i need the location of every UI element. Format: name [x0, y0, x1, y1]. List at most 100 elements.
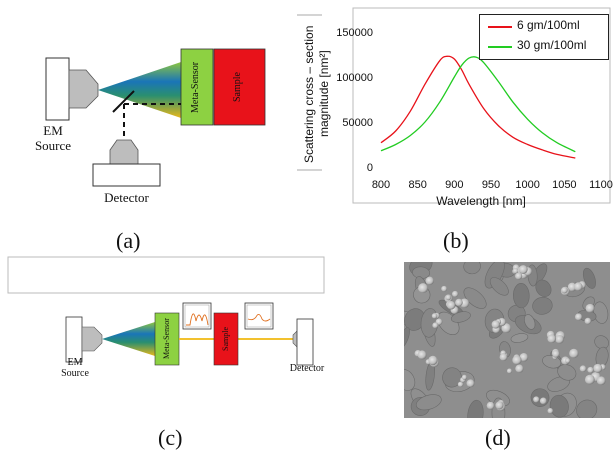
flat-cell: [557, 364, 577, 381]
round-cell: [452, 290, 459, 298]
meta-sensor-block-c: [154, 312, 180, 366]
flat-cell: [524, 314, 536, 330]
detector-head: [109, 139, 139, 165]
flat-cell: [450, 311, 471, 323]
round-cell: [579, 365, 587, 372]
em-source-label-c: EM Source: [61, 357, 89, 379]
round-cell: [417, 350, 427, 360]
round-cell: [584, 374, 595, 385]
round-cell: [441, 285, 448, 292]
panel-c-diagram: [7, 256, 325, 366]
meta-sensor-label-c: Meta-Sensor: [162, 318, 171, 360]
x-tick-label: 900: [445, 179, 463, 191]
round-cell: [519, 353, 529, 362]
x-tick-label: 800: [372, 179, 390, 191]
x-axis-label: Wavelength [nm]: [436, 194, 526, 208]
caption-d: (d): [485, 425, 511, 450]
flat-cell: [532, 296, 553, 315]
flat-cell: [549, 394, 569, 418]
x-tick-label: 1100: [589, 179, 613, 191]
source-nozzle: [68, 69, 99, 109]
sample-label: Sample: [232, 72, 243, 102]
round-cell: [518, 265, 528, 274]
round-cell: [512, 355, 522, 365]
flat-cell: [467, 399, 484, 418]
detector-box: [92, 163, 161, 187]
y-tick-label: 100000: [336, 72, 373, 84]
round-cell: [547, 408, 554, 414]
beam-c: [102, 322, 155, 356]
round-cell: [575, 313, 583, 321]
flat-cell: [404, 369, 416, 391]
round-cell: [555, 335, 564, 344]
round-cell: [512, 268, 519, 274]
source-nozzle-c: [81, 326, 103, 352]
beam-splitter: [112, 90, 135, 113]
flat-cell: [463, 287, 487, 309]
flat-cell: [594, 335, 609, 350]
round-cell: [431, 313, 438, 319]
round-cell: [491, 320, 500, 329]
meta-sensor-block: [180, 48, 214, 126]
em-source-label: EM Source: [34, 123, 72, 153]
detector-box-c: [296, 318, 314, 366]
round-cell: [565, 358, 571, 364]
panel-a-diagram: [45, 48, 266, 187]
y-tick-label: 50000: [342, 117, 373, 129]
chart-frame: [352, 7, 611, 204]
round-cell: [533, 396, 540, 403]
caption-c: (c): [158, 425, 183, 450]
flat-cell: [510, 333, 529, 343]
flat-cell: [582, 267, 596, 289]
round-cell: [547, 334, 557, 344]
beam-a: [98, 62, 181, 118]
flat-cell: [463, 262, 481, 275]
em-source-box-c: [65, 316, 83, 363]
flat-cell: [489, 277, 509, 296]
round-cell: [584, 317, 592, 325]
caption-b: (b): [443, 228, 469, 253]
x-tick-label: 850: [408, 179, 426, 191]
round-cell: [506, 368, 513, 374]
round-cell: [569, 348, 579, 359]
series-line-2: [380, 56, 576, 153]
top-bar: [7, 256, 325, 294]
x-tick-label: 1000: [515, 179, 539, 191]
flat-cell: [484, 262, 505, 289]
x-tick-label: 950: [482, 179, 500, 191]
round-cell: [425, 276, 434, 285]
round-cell: [432, 322, 439, 329]
sample-block: [213, 48, 266, 126]
round-cell: [501, 323, 512, 334]
flat-cell: [415, 394, 442, 411]
flat-cell: [576, 399, 598, 418]
caption-a: (a): [116, 228, 141, 253]
cell-microscope-image: [404, 262, 610, 418]
legend-swatch-2: [488, 46, 512, 48]
flat-cell: [535, 279, 552, 297]
flat-cell: [513, 283, 530, 309]
round-cell: [466, 379, 475, 388]
y-tick-label: 150000: [336, 27, 373, 39]
round-cell: [428, 355, 438, 366]
round-cell: [585, 303, 595, 313]
round-cell: [552, 350, 560, 358]
flat-cell: [404, 327, 410, 349]
round-cell: [515, 364, 524, 373]
round-cell: [573, 282, 583, 291]
detector-label-c: Detector: [289, 363, 325, 374]
em-source-box: [45, 57, 70, 121]
legend-label-1: 6 gm/100ml: [517, 18, 580, 32]
round-cell: [515, 272, 523, 280]
spectrum-inset-2: [244, 302, 274, 330]
round-cell: [499, 353, 508, 361]
round-cell: [446, 301, 456, 310]
chart-b: 800 850 900 950 1000 1050 1100 0 50000 100000 1500…: [297, 7, 613, 204]
sample-label-c: Sample: [221, 327, 230, 351]
legend: 6 gm/100ml 30 gm/100ml: [479, 14, 609, 60]
round-cell: [539, 397, 547, 405]
round-cell: [418, 283, 429, 294]
round-cell: [445, 294, 452, 301]
round-cell: [587, 366, 594, 374]
meta-sensor-label: Meta-Sensor: [190, 61, 201, 113]
